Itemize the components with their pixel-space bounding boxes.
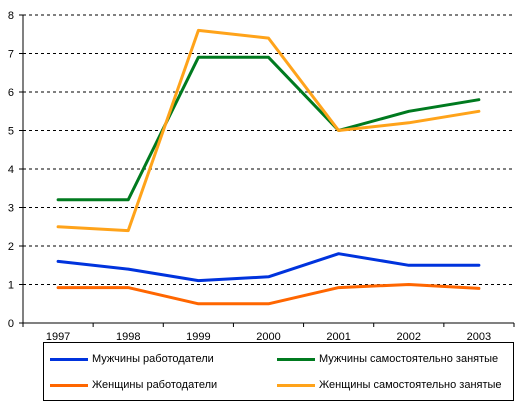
- legend-label-women-employers: Женщины работодатели: [92, 379, 218, 391]
- x-tick-label: 1997: [46, 331, 70, 340]
- legend-item-women-self-employed: Женщины самостоятельно занятые: [277, 377, 502, 393]
- line-chart: 0 1 2 3 4 5 6 7 8 1997 1998 1999 2000 2001 2002 2003: [8, 10, 515, 340]
- legend-label-men-employers: Мужчины работодатели: [92, 353, 214, 365]
- grid-lines: [23, 14, 514, 285]
- x-tick-label: 2002: [397, 331, 421, 340]
- y-tick-label: 8: [8, 10, 14, 22]
- y-tick-label: 7: [8, 49, 14, 61]
- axes: [19, 14, 515, 327]
- series-lines: [56, 28, 481, 306]
- series-line-2: [56, 283, 481, 306]
- legend-swatch-women-self-employed: [277, 383, 315, 387]
- legend-item-men-self-employed: Мужчины самостоятельно занятые: [277, 351, 498, 367]
- y-tick-label: 4: [8, 164, 14, 176]
- x-tick-label: 1998: [116, 331, 140, 340]
- y-tick-label: 5: [8, 126, 14, 138]
- series-line-0: [56, 252, 481, 283]
- legend-item-men-employers: Мужчины работодатели: [50, 351, 214, 367]
- x-tick-label: 1999: [186, 331, 210, 340]
- legend-swatch-women-employers: [50, 383, 88, 387]
- legend: Мужчины работодатели Мужчины самостоятел…: [43, 342, 514, 401]
- legend-swatch-men-self-employed: [277, 357, 315, 361]
- legend-label-men-self-employed: Мужчины самостоятельно занятые: [319, 353, 499, 365]
- legend-label-women-self-employed: Женщины самостоятельно занятые: [319, 379, 502, 391]
- x-tick-label: 2001: [326, 331, 350, 340]
- x-tick-label: 2003: [467, 331, 491, 340]
- y-tick-label: 0: [8, 318, 14, 330]
- series-line-3: [56, 28, 481, 233]
- legend-swatch-men-employers: [50, 357, 88, 361]
- y-tick-label: 3: [8, 203, 14, 215]
- x-tick-labels: 1997 1998 1999 2000 2001 2002 2003: [46, 331, 491, 340]
- legend-item-women-employers: Женщины работодатели: [50, 377, 217, 393]
- y-tick-label: 2: [8, 241, 14, 253]
- y-tick-label: 1: [8, 280, 14, 292]
- y-tick-labels: 0 1 2 3 4 5 6 7 8: [8, 10, 14, 330]
- y-tick-label: 6: [8, 87, 14, 99]
- series-line-1: [56, 55, 481, 202]
- x-tick-label: 2000: [256, 331, 280, 340]
